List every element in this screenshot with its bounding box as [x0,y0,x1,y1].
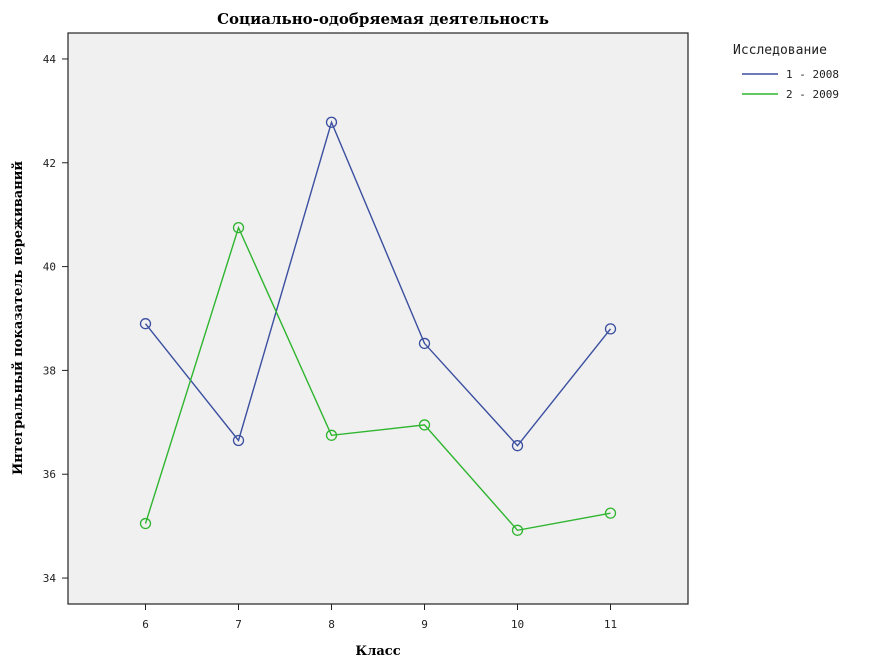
y-axis: 34 36 38 40 42 44 [43,53,68,585]
legend: Исследование 1 - 2008 2 - 2009 [733,43,839,101]
y-tick-label: 36 [43,468,56,481]
data-point-series-1 [325,116,338,128]
x-axis: 6 7 8 9 10 11 [142,604,617,631]
x-tick-label: 8 [328,618,335,631]
data-point-series-2 [511,524,524,536]
x-tick-label: 11 [604,618,617,631]
legend-label-2: 2 - 2009 [786,88,839,101]
y-axis-title: Интегральный показатель переживаний [11,161,26,475]
data-point-series-1 [511,440,524,452]
y-tick-label: 38 [43,364,56,377]
data-point-series-2 [604,507,617,519]
data-point-series-2 [232,222,245,234]
x-tick-label: 7 [235,618,242,631]
legend-title: Исследование [733,43,827,58]
data-point-series-1 [232,434,245,447]
x-tick-label: 6 [142,618,149,631]
legend-label-1: 1 - 2008 [786,68,839,81]
series-line-2 [144,225,611,532]
y-tick-label: 44 [43,53,57,66]
data-point-series-2 [139,517,152,530]
x-axis-title: Класс [355,644,400,657]
data-point-series-1 [139,318,152,330]
data-point-series-1 [604,323,617,335]
y-tick-label: 42 [43,157,56,170]
series-layer [139,116,617,536]
series-line-1 [144,120,612,447]
y-tick-label: 40 [43,261,56,274]
chart-title: Социально-одобряемая деятельность [217,10,549,28]
y-tick-label: 34 [43,572,57,585]
x-tick-label: 9 [421,618,428,631]
data-point-series-2 [418,419,431,431]
x-tick-label: 10 [511,618,524,631]
data-point-series-2 [325,429,338,441]
data-point-series-1 [418,337,431,350]
plot-area [67,32,689,605]
